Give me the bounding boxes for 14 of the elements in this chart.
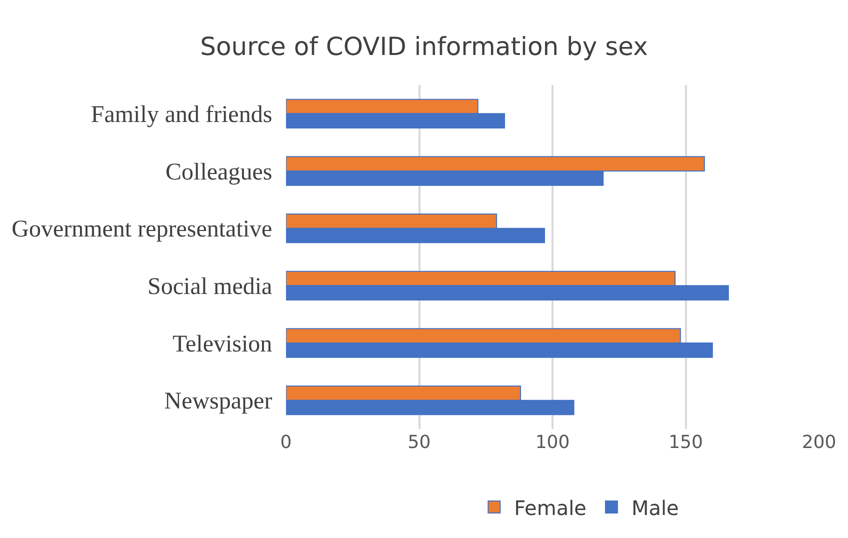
y-tick-label: Colleagues (166, 159, 272, 186)
y-tick-label: Family and friends (90, 102, 272, 128)
x-tick-label: 100 (535, 432, 570, 453)
legend-label: Female (514, 496, 586, 520)
x-tick-label: 50 (408, 432, 431, 453)
x-tick-label: 0 (280, 432, 292, 453)
y-tick-label: Government representative (12, 216, 272, 243)
chart-title: Source of COVID information by sex (200, 32, 648, 62)
legend-label: Male (631, 496, 679, 520)
y-tick-label: Television (172, 331, 272, 358)
y-tick-label: Social media (148, 274, 273, 300)
x-tick-label: 200 (802, 432, 836, 453)
x-tick-label: 150 (668, 432, 703, 453)
y-tick-label: Newspaper (164, 388, 272, 415)
